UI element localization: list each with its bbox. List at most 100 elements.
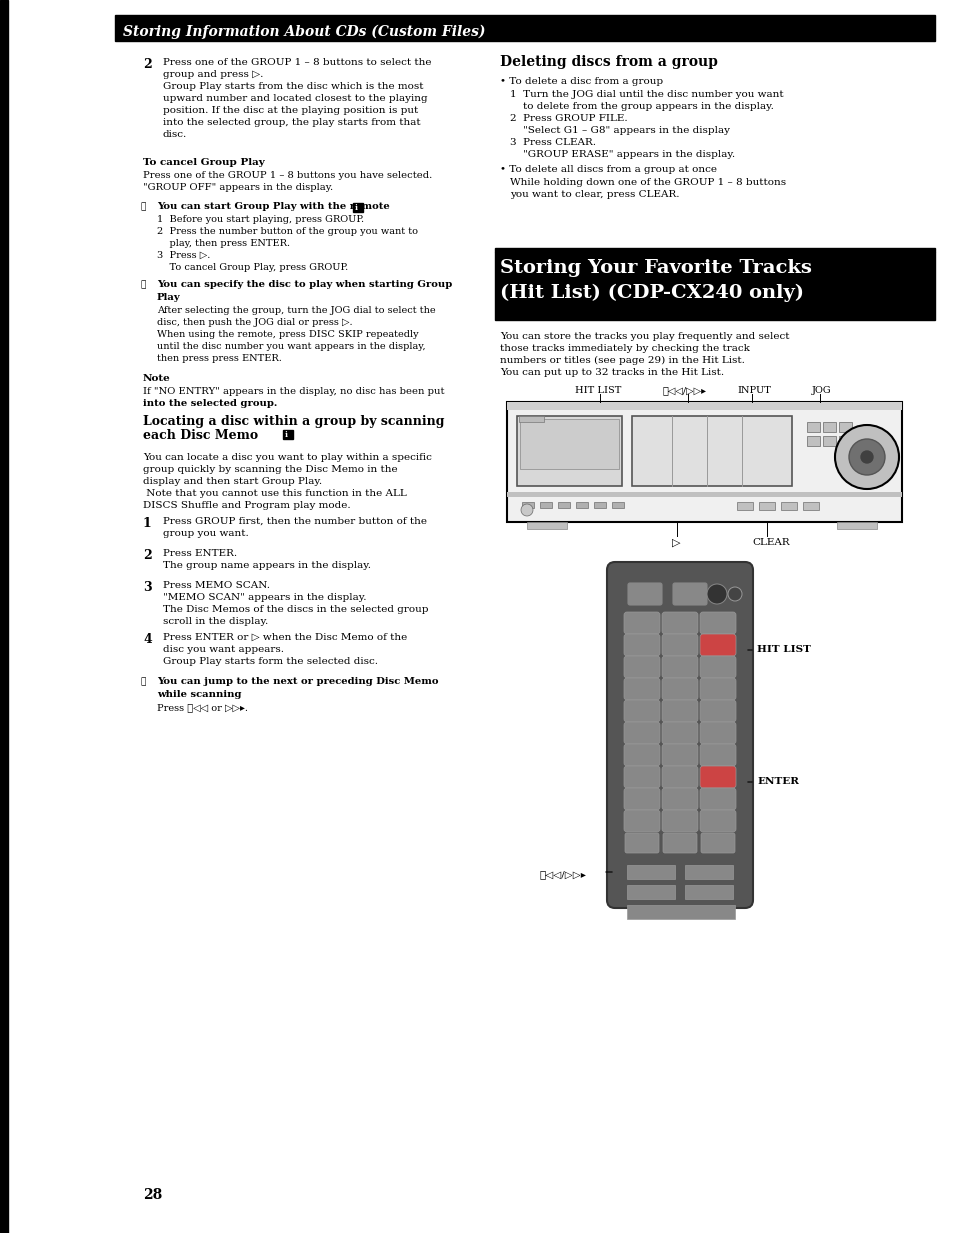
Text: Press GROUP first, then the number button of the: Press GROUP first, then the number butto… xyxy=(163,517,427,526)
Bar xyxy=(115,15,934,41)
Text: to delete from the group appears in the display.: to delete from the group appears in the … xyxy=(510,102,773,111)
Circle shape xyxy=(848,439,884,475)
FancyBboxPatch shape xyxy=(623,612,659,634)
Bar xyxy=(626,885,675,899)
Text: If "NO ENTRY" appears in the display, no disc has been put: If "NO ENTRY" appears in the display, no… xyxy=(143,387,444,396)
Bar xyxy=(526,522,566,529)
Bar xyxy=(836,522,876,529)
FancyBboxPatch shape xyxy=(623,788,659,810)
FancyBboxPatch shape xyxy=(700,700,735,723)
Text: Group Play starts form the selected disc.: Group Play starts form the selected disc… xyxy=(163,657,377,666)
FancyBboxPatch shape xyxy=(700,834,734,853)
FancyBboxPatch shape xyxy=(661,678,698,700)
Text: those tracks immediately by checking the track: those tracks immediately by checking the… xyxy=(499,344,749,353)
Text: • To delete a disc from a group: • To delete a disc from a group xyxy=(499,76,662,86)
Text: 28: 28 xyxy=(143,1189,162,1202)
Text: 2: 2 xyxy=(143,549,152,562)
FancyBboxPatch shape xyxy=(700,723,735,743)
Text: After selecting the group, turn the JOG dial to select the: After selecting the group, turn the JOG … xyxy=(157,306,436,314)
Text: 1  Turn the JOG dial until the disc number you want: 1 Turn the JOG dial until the disc numbe… xyxy=(510,90,782,99)
Bar xyxy=(759,502,774,510)
FancyBboxPatch shape xyxy=(700,656,735,678)
Text: Press ᑊ◁◁ or ▷▷▸.: Press ᑊ◁◁ or ▷▷▸. xyxy=(157,703,248,711)
Text: display and then start Group Play.: display and then start Group Play. xyxy=(143,477,322,486)
Bar xyxy=(626,866,675,879)
Text: Group Play starts from the disc which is the most: Group Play starts from the disc which is… xyxy=(163,83,423,91)
Text: 1: 1 xyxy=(143,517,152,530)
Bar xyxy=(495,248,934,252)
Text: 2: 2 xyxy=(143,58,152,72)
Text: group quickly by scanning the Disc Memo in the: group quickly by scanning the Disc Memo … xyxy=(143,465,397,473)
Text: 1  Before you start playing, press GROUP.: 1 Before you start playing, press GROUP. xyxy=(157,215,364,224)
FancyBboxPatch shape xyxy=(661,700,698,723)
FancyBboxPatch shape xyxy=(662,834,697,853)
FancyBboxPatch shape xyxy=(661,788,698,810)
FancyBboxPatch shape xyxy=(627,583,661,605)
FancyBboxPatch shape xyxy=(700,612,735,634)
Text: Press MEMO SCAN.: Press MEMO SCAN. xyxy=(163,581,270,591)
Text: Storing Information About CDs (Custom Files): Storing Information About CDs (Custom Fi… xyxy=(123,25,485,39)
Text: While holding down one of the GROUP 1 – 8 buttons: While holding down one of the GROUP 1 – … xyxy=(510,178,785,187)
FancyBboxPatch shape xyxy=(661,634,698,656)
Text: Press one of the GROUP 1 – 8 buttons to select the: Press one of the GROUP 1 – 8 buttons to … xyxy=(163,58,431,67)
FancyBboxPatch shape xyxy=(623,700,659,723)
Text: "MEMO SCAN" appears in the display.: "MEMO SCAN" appears in the display. xyxy=(163,593,366,602)
Text: position. If the disc at the playing position is put: position. If the disc at the playing pos… xyxy=(163,106,417,115)
Text: i: i xyxy=(355,203,357,212)
Bar xyxy=(822,436,835,446)
Bar xyxy=(781,502,796,510)
Text: "GROUP ERASE" appears in the display.: "GROUP ERASE" appears in the display. xyxy=(510,150,735,159)
Text: disc, then push the JOG dial or press ▷.: disc, then push the JOG dial or press ▷. xyxy=(157,318,353,327)
Text: ★: ★ xyxy=(141,202,146,211)
Bar xyxy=(517,416,621,486)
Text: To cancel Group Play, press GROUP.: To cancel Group Play, press GROUP. xyxy=(157,263,348,272)
Text: When using the remote, press DISC SKIP repeatedly: When using the remote, press DISC SKIP r… xyxy=(157,330,418,339)
Text: group you want.: group you want. xyxy=(163,529,249,538)
Text: until the disc number you want appears in the display,: until the disc number you want appears i… xyxy=(157,342,425,351)
Bar xyxy=(594,502,605,508)
Text: 2  Press the number button of the group you want to: 2 Press the number button of the group y… xyxy=(157,227,417,236)
Text: Locating a disc within a group by scanning: Locating a disc within a group by scanni… xyxy=(143,416,444,428)
Bar xyxy=(737,502,752,510)
Text: You can start Group Play with the remote: You can start Group Play with the remote xyxy=(157,202,390,211)
Text: Press ENTER or ▷ when the Disc Memo of the: Press ENTER or ▷ when the Disc Memo of t… xyxy=(163,633,407,642)
Bar xyxy=(806,436,820,446)
Text: "GROUP OFF" appears in the display.: "GROUP OFF" appears in the display. xyxy=(143,182,333,192)
Text: ★: ★ xyxy=(141,677,146,686)
Bar xyxy=(806,422,820,432)
FancyBboxPatch shape xyxy=(623,678,659,700)
Text: 3: 3 xyxy=(143,581,152,594)
Bar xyxy=(539,502,552,508)
Bar xyxy=(802,502,818,510)
Text: while scanning: while scanning xyxy=(157,690,241,699)
Text: each Disc Memo: each Disc Memo xyxy=(143,429,258,441)
Bar xyxy=(0,0,8,1233)
Text: i: i xyxy=(285,432,288,439)
Text: HIT LIST: HIT LIST xyxy=(757,645,810,653)
Text: • To delete all discs from a group at once: • To delete all discs from a group at on… xyxy=(499,165,717,174)
Text: ★: ★ xyxy=(141,280,146,289)
FancyBboxPatch shape xyxy=(623,656,659,678)
Text: "Select G1 – G8" appears in the display: "Select G1 – G8" appears in the display xyxy=(510,126,729,134)
Text: disc you want appears.: disc you want appears. xyxy=(163,645,284,653)
Bar xyxy=(506,402,901,522)
Text: scroll in the display.: scroll in the display. xyxy=(163,616,268,626)
Bar xyxy=(822,422,835,432)
Bar xyxy=(838,422,851,432)
Circle shape xyxy=(706,584,726,604)
Text: (Hit List) (CDP-CX240 only): (Hit List) (CDP-CX240 only) xyxy=(499,284,803,302)
FancyBboxPatch shape xyxy=(672,583,706,605)
Text: then press press ENTER.: then press press ENTER. xyxy=(157,354,281,363)
Text: ▷: ▷ xyxy=(671,538,679,547)
Text: disc.: disc. xyxy=(163,129,187,139)
Circle shape xyxy=(861,451,872,464)
FancyBboxPatch shape xyxy=(623,766,659,788)
Text: The Disc Memos of the discs in the selected group: The Disc Memos of the discs in the selec… xyxy=(163,605,428,614)
FancyBboxPatch shape xyxy=(661,743,698,766)
FancyBboxPatch shape xyxy=(623,723,659,743)
FancyBboxPatch shape xyxy=(661,766,698,788)
Text: You can store the tracks you play frequently and select: You can store the tracks you play freque… xyxy=(499,332,789,342)
Bar xyxy=(684,885,732,899)
Text: 3  Press CLEAR.: 3 Press CLEAR. xyxy=(510,138,596,147)
Text: upward number and located closest to the playing: upward number and located closest to the… xyxy=(163,94,427,104)
